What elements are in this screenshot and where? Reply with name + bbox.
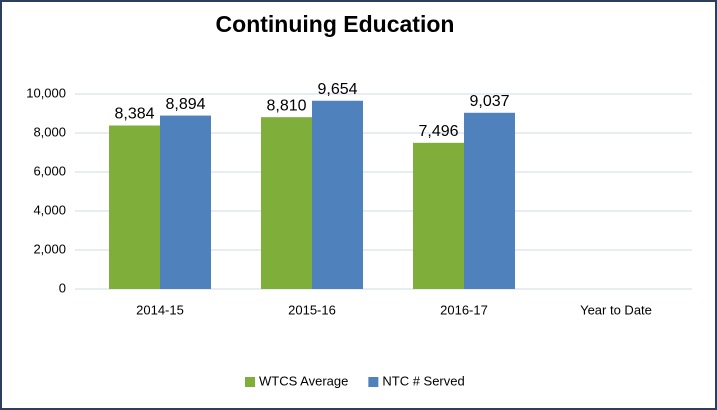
x-tick-label: Year to Date <box>580 302 652 317</box>
bar <box>109 125 160 290</box>
data-label: 7,496 <box>418 123 458 140</box>
y-tick-label: 8,000 <box>33 124 66 139</box>
y-tick-label: 0 <box>59 280 66 295</box>
bar <box>261 117 312 289</box>
data-label: 8,810 <box>266 97 306 114</box>
data-label: 9,654 <box>317 81 357 98</box>
x-tick-label: 2015-16 <box>288 302 336 317</box>
legend-label: WTCS Average <box>259 373 348 388</box>
x-tick-label: 2016-17 <box>440 302 488 317</box>
bar <box>312 100 363 289</box>
y-tick-label: 6,000 <box>33 163 66 178</box>
y-tick-label: 4,000 <box>33 202 66 217</box>
legend-swatch <box>368 377 379 387</box>
y-tick-label: 2,000 <box>33 241 66 256</box>
bar <box>160 115 211 289</box>
data-label: 8,384 <box>114 106 154 123</box>
data-label: 9,037 <box>469 93 509 110</box>
legend-label: NTC # Served <box>382 373 464 388</box>
bar <box>464 112 515 289</box>
bar <box>413 142 464 289</box>
chart-title: Continuing Education <box>216 11 455 37</box>
data-label: 8,894 <box>165 96 205 113</box>
legend-swatch <box>245 377 255 387</box>
y-tick-label: 10,000 <box>26 85 66 100</box>
x-tick-label: 2014-15 <box>136 302 184 317</box>
